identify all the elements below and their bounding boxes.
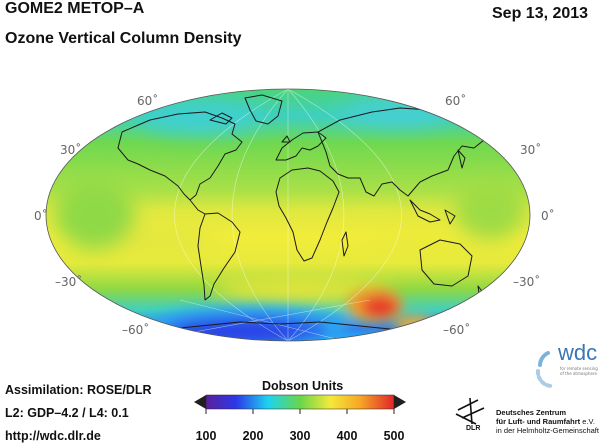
map-date: Sep 13, 2013	[492, 5, 589, 22]
lat-label-30s-right: –30˚	[513, 275, 541, 289]
globe-outline	[45, 88, 531, 342]
map-subtitle: Ozone Vertical Column Density	[5, 30, 242, 47]
wdc-logo-text: wdc	[558, 340, 598, 365]
wdc-logo-tagline: for remote sensing of the atmosphere	[560, 366, 598, 376]
colorbar-tick-200: 200	[242, 429, 264, 443]
dlr-ev: e.V.	[582, 417, 595, 426]
colorbar-tick-500: 500	[383, 429, 405, 443]
dlr-line3: in der Helmholtz-Gemeinschaft	[496, 426, 599, 435]
wdc-logo-mark	[535, 351, 554, 389]
dlr-line2: für Luft- und Raumfahrt	[496, 417, 581, 426]
colorbar-tick-400: 400	[336, 429, 358, 443]
dlr-line2-wrap: für Luft- und Raumfahrt e.V.	[496, 417, 595, 426]
dobson-colorbar	[194, 394, 406, 414]
colorbar-tick-100: 100	[195, 429, 217, 443]
colorbar-tick-300: 300	[289, 429, 311, 443]
lat-label-60s-right: –60˚	[443, 323, 471, 337]
colorbar-title: Dobson Units	[262, 379, 344, 393]
lat-label-eq-left: 0˚	[34, 209, 48, 223]
dlr-logo-mark	[455, 397, 485, 425]
product-title: GOME2 METOP–A	[5, 0, 145, 17]
source-url: http://wdc.dlr.de	[5, 429, 101, 443]
lat-label-30s-left: –30˚	[55, 275, 83, 289]
ozone-field	[46, 89, 530, 341]
dlr-line1: Deutsches Zentrum	[496, 408, 567, 417]
lat-label-eq-right: 0˚	[541, 209, 555, 223]
lat-label-30n-left: 30˚	[60, 143, 82, 157]
lat-label-60n-right: 60˚	[445, 94, 467, 108]
lat-label-30n-right: 30˚	[520, 143, 542, 157]
lat-label-60s-left: –60˚	[122, 323, 150, 337]
lat-label-60n-left: 60˚	[137, 94, 159, 108]
assimilation-label: Assimilation: ROSE/DLR	[5, 383, 152, 397]
version-label: L2: GDP–4.2 / L4: 0.1	[5, 406, 129, 420]
dlr-logo-abbrev: DLR	[466, 425, 481, 432]
